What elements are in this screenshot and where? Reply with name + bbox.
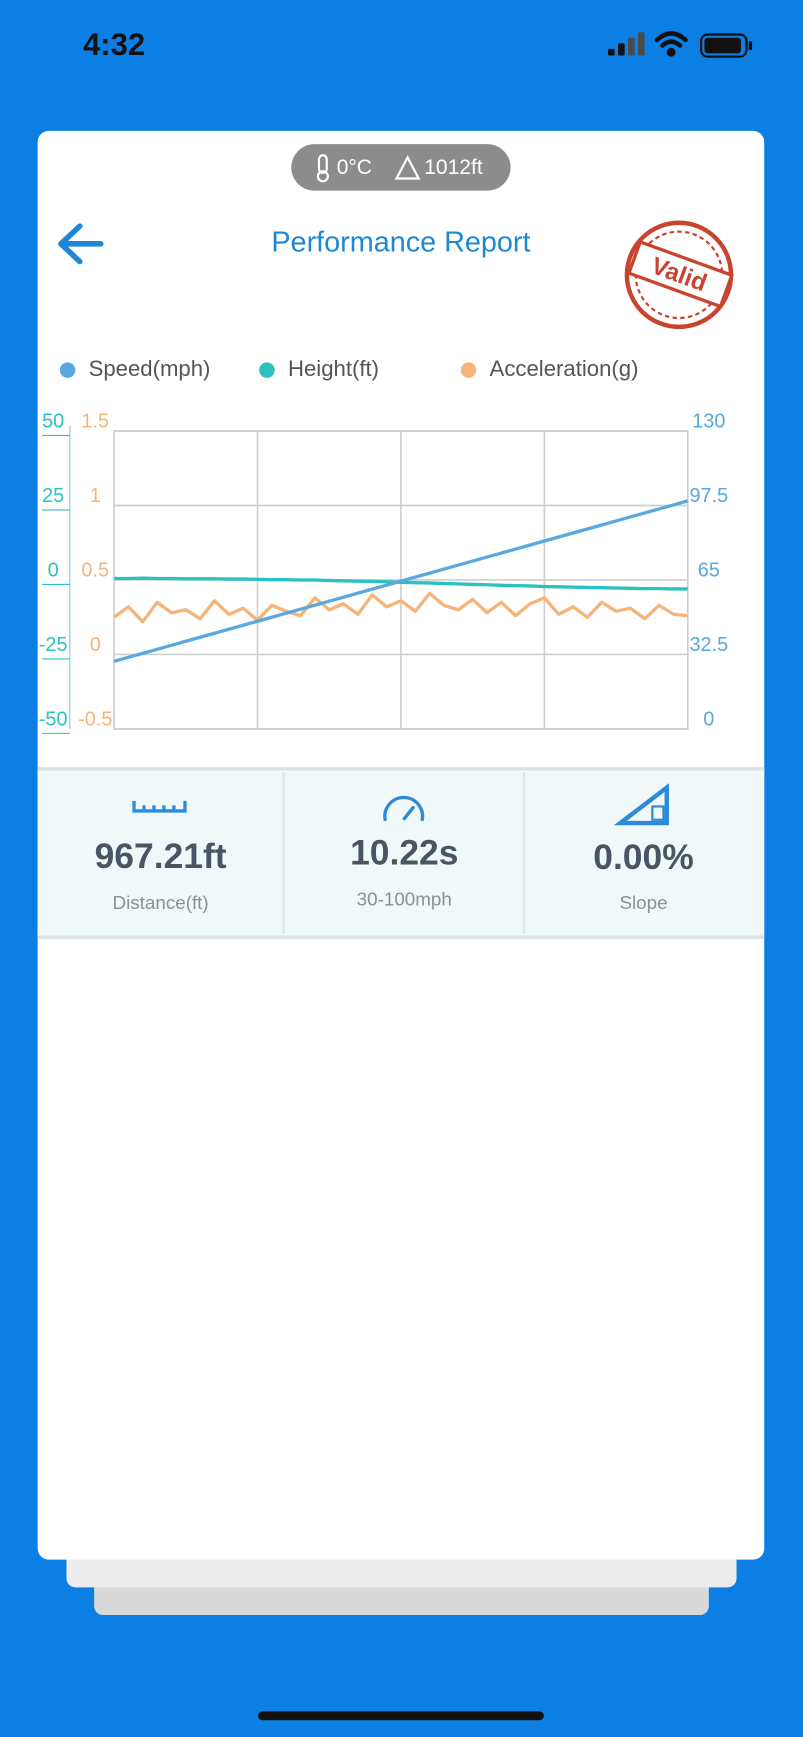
tick-label: 25 xyxy=(42,485,64,507)
legend-label: Height(ft) xyxy=(288,356,379,381)
stat-value: 0.00% xyxy=(593,837,693,877)
tick-label: -0.5 xyxy=(78,708,112,730)
tick-label: 0 xyxy=(703,708,714,730)
tick-label: 0 xyxy=(90,634,101,656)
tick-label: -25 xyxy=(39,634,68,656)
legend-dot xyxy=(259,362,275,378)
stat-value: 967.21ft xyxy=(95,836,227,876)
tick-label: 65 xyxy=(698,559,720,581)
back-button[interactable] xyxy=(58,223,104,265)
chart: Speed(mph) Height(ft) Acceleration(g) -50 -2… xyxy=(39,356,728,734)
tick-label: 1 xyxy=(90,485,101,507)
clock: 4:32 xyxy=(83,27,145,62)
series-line xyxy=(113,591,688,624)
speedometer-icon xyxy=(383,795,425,822)
signal-icon xyxy=(608,32,645,56)
stat-label: Distance(ft) xyxy=(113,892,209,913)
temperature: 0°C xyxy=(337,156,372,179)
thermometer-icon xyxy=(316,154,329,183)
series-line xyxy=(113,499,689,663)
mountain-icon xyxy=(394,155,421,180)
tick-label: 32.5 xyxy=(689,634,728,656)
legend-dot xyxy=(460,362,477,378)
tick-label: 50 xyxy=(42,410,64,432)
stat-label: Slope xyxy=(619,892,667,913)
tick-label: -50 xyxy=(39,708,68,730)
tick-label: 97.5 xyxy=(689,485,728,507)
tick-label: 0 xyxy=(48,559,59,581)
page-title: Performance Report xyxy=(271,226,530,258)
legend-label: Acceleration(g) xyxy=(490,356,639,381)
conditions-pill xyxy=(291,144,511,191)
stat-value: 10.22s xyxy=(350,833,458,873)
home-indicator xyxy=(258,1711,544,1721)
tick-label: 0.5 xyxy=(81,559,109,581)
legend-label: Speed(mph) xyxy=(89,356,211,381)
battery-icon xyxy=(699,33,753,58)
stat-label: 30-100mph xyxy=(357,889,452,910)
tick-label: 1.5 xyxy=(81,410,109,432)
slope-icon xyxy=(613,783,669,826)
wifi-icon xyxy=(654,31,688,57)
altitude: 1012ft xyxy=(424,156,483,179)
tick-label: 130 xyxy=(692,410,725,432)
ruler-icon xyxy=(132,800,187,813)
legend-dot xyxy=(59,362,76,378)
